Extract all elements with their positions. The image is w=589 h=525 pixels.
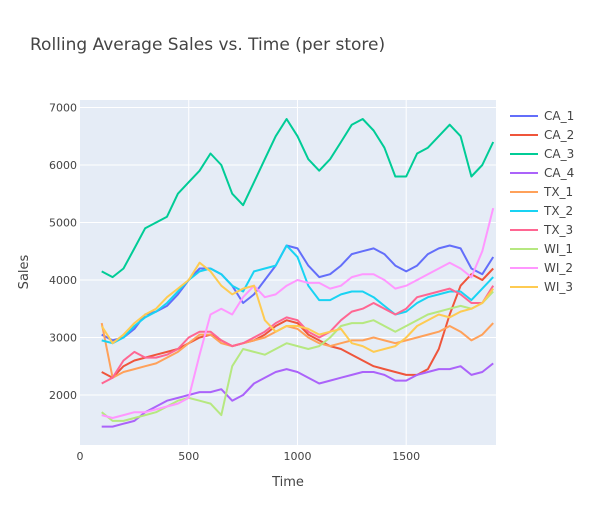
legend-label: CA_1 — [544, 109, 574, 123]
series-line-wi-3 — [100, 261, 494, 353]
x-axis-title: Time — [271, 475, 304, 490]
legend-label: CA_4 — [544, 166, 574, 180]
legend-item-ca-2[interactable]: CA_2 — [510, 128, 574, 142]
x-axis: 0 500 1000 1500 — [77, 450, 421, 463]
series-line-ca-1 — [101, 244, 495, 342]
chart-title: Rolling Average Sales vs. Time (per stor… — [30, 35, 385, 55]
legend-label: TX_2 — [543, 204, 573, 218]
legend-label: TX_3 — [543, 223, 573, 237]
legend-item-ca-3[interactable]: CA_3 — [510, 147, 574, 161]
legend-item-ca-1[interactable]: CA_1 — [510, 109, 574, 123]
y-axis-title: Sales — [17, 254, 32, 289]
series-line-tx-3 — [101, 285, 495, 385]
gridlines — [80, 100, 496, 445]
legend-label: WI_3 — [544, 280, 573, 294]
y-axis: 2000 3000 4000 5000 6000 7000 — [49, 101, 77, 402]
series-line-tx-2 — [101, 244, 494, 345]
legend-item-wi-1[interactable]: WI_1 — [510, 242, 573, 256]
series-line-ca-3 — [101, 118, 495, 279]
x-tick-label: 1000 — [283, 450, 311, 463]
legend-item-wi-2[interactable]: WI_2 — [510, 261, 573, 275]
series-line-ca-4 — [101, 362, 494, 428]
legend-item-tx-3[interactable]: TX_3 — [510, 223, 573, 237]
y-tick-label: 2000 — [49, 389, 77, 402]
legend-item-tx-2[interactable]: TX_2 — [510, 204, 573, 218]
y-tick-label: 5000 — [49, 216, 77, 229]
series-line-wi-2 — [101, 207, 495, 419]
legend-label: CA_3 — [544, 147, 574, 161]
y-tick-label: 7000 — [49, 101, 77, 114]
x-tick-label: 500 — [178, 450, 199, 463]
series-group — [100, 118, 495, 428]
legend-label: CA_2 — [544, 128, 574, 142]
y-tick-label: 3000 — [49, 331, 77, 344]
legend-item-tx-1[interactable]: TX_1 — [510, 185, 573, 199]
legend[interactable]: CA_1 CA_2 CA_3 CA_4 TX_1 TX_2 TX_3 WI_1 WI_2 WI_3 — [510, 109, 574, 294]
legend-item-wi-3[interactable]: WI_3 — [510, 280, 573, 294]
legend-item-ca-4[interactable]: CA_4 — [510, 166, 574, 180]
legend-label: TX_1 — [543, 185, 573, 199]
series-line-tx-1 — [100, 322, 494, 379]
plot-area — [80, 100, 496, 445]
legend-label: WI_1 — [544, 242, 573, 256]
y-tick-label: 6000 — [49, 159, 77, 172]
y-tick-label: 4000 — [49, 274, 77, 287]
x-tick-label: 1500 — [392, 450, 420, 463]
legend-label: WI_2 — [544, 261, 573, 275]
series-line-ca-2 — [101, 267, 494, 379]
x-tick-label: 0 — [77, 450, 84, 463]
